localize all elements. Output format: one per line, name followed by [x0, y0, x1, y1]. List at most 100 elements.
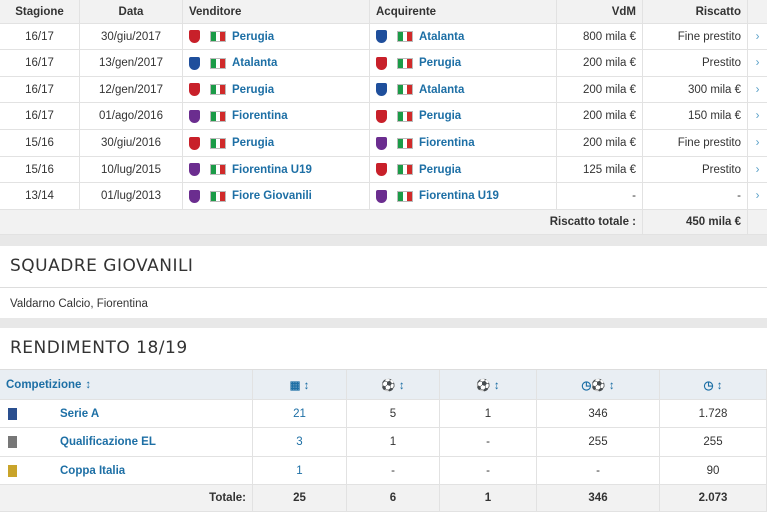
seller-name[interactable]: Atalanta — [232, 57, 278, 69]
seller-name[interactable]: Fiorentina U19 — [232, 163, 312, 176]
buyer-name[interactable]: Fiorentina — [419, 137, 475, 149]
total-cell: 2.073 — [660, 485, 767, 511]
total-cell: 1 — [440, 485, 537, 511]
club-crest — [376, 83, 387, 96]
detail-arrow[interactable]: › — [755, 137, 760, 149]
flag-stripe — [215, 191, 221, 201]
detail-arrow[interactable]: › — [755, 110, 760, 122]
seller-cell: Fiorentina — [183, 103, 370, 129]
flag-icon — [210, 190, 226, 202]
competition-name[interactable]: Qualificazione EL — [60, 436, 156, 448]
performance-header: Competizione ↕ ▦ ↕ ⚽ ↕ ⚽ ↕ ◷⚽ ↕ ◷ ↕ — [0, 370, 767, 400]
club-crest — [376, 163, 387, 176]
buyer-name[interactable]: Atalanta — [419, 30, 465, 43]
stat-cell: 346 — [537, 400, 660, 427]
header-spacer — [748, 0, 767, 23]
buyout: - — [643, 183, 748, 209]
transfer-row: 16/17 12/gen/2017 Perugia Atalanta 200 mila … — [0, 77, 767, 103]
flag-stripe — [407, 111, 413, 121]
transfer-row: 15/16 10/lug/2015 Fiorentina U19 Perugia 125… — [0, 157, 767, 183]
market-value: 200 mila € — [557, 77, 643, 102]
stat-header[interactable]: ▦ ↕ — [253, 370, 347, 399]
flag-stripe — [407, 191, 413, 201]
seller-name[interactable]: Perugia — [232, 137, 275, 149]
seller-name[interactable]: Fiore Giovanili — [232, 190, 312, 202]
flag-icon — [210, 31, 226, 42]
buyout: Prestito — [643, 157, 748, 182]
competition-name[interactable]: Serie A — [60, 407, 100, 420]
flag-stripe — [398, 32, 403, 41]
transfer-row: 15/16 30/giu/2016 Perugia Fiorentina 200 mil… — [0, 130, 767, 157]
flag-stripe — [215, 32, 221, 41]
transfer-row: 13/14 01/lug/2013 Fiore Giovanili Fiorentin… — [0, 183, 767, 210]
flag-icon — [210, 84, 226, 95]
flag-stripe — [220, 32, 226, 41]
club-crest — [189, 189, 200, 203]
stat-header[interactable]: ⚽ ↕ — [347, 370, 440, 399]
stat-header[interactable]: ◷ ↕ — [660, 370, 767, 399]
seller-name[interactable]: Perugia — [232, 83, 275, 96]
column-header: Venditore — [183, 0, 370, 23]
date: 13/gen/2017 — [80, 50, 183, 76]
buyer-name[interactable]: Perugia — [419, 57, 462, 69]
detail-arrow[interactable]: › — [755, 30, 760, 43]
detail-arrow[interactable]: › — [755, 190, 760, 202]
competition-logo — [8, 464, 17, 477]
stat-header[interactable]: ⚽ ↕ — [440, 370, 537, 399]
detail-arrow[interactable]: › — [755, 163, 760, 176]
flag-stripe — [398, 138, 403, 148]
seller-name[interactable]: Fiorentina — [232, 110, 288, 122]
flag-stripe — [402, 191, 408, 201]
season: 15/16 — [0, 157, 80, 182]
competition-cell: Coppa Italia — [0, 457, 253, 484]
detail-arrow[interactable]: › — [755, 83, 760, 96]
buyer-name[interactable]: Atalanta — [419, 83, 465, 96]
flag-stripe — [211, 32, 216, 41]
club-crest — [376, 136, 387, 150]
stat-cell: 90 — [660, 457, 767, 484]
flag-icon — [397, 137, 413, 149]
flag-stripe — [220, 58, 226, 68]
market-value: - — [557, 183, 643, 209]
detail-arrow[interactable]: › — [755, 57, 760, 69]
season: 15/16 — [0, 130, 80, 156]
flag-stripe — [211, 58, 216, 68]
flag-stripe — [407, 165, 413, 174]
column-header: VdM — [557, 0, 643, 23]
stat-cell: 1.728 — [660, 400, 767, 427]
competition-name[interactable]: Coppa Italia — [60, 464, 126, 477]
competition-logo — [8, 407, 17, 420]
date: 01/lug/2013 — [80, 183, 183, 209]
club-crest — [376, 109, 387, 123]
flag-stripe — [402, 165, 408, 174]
flag-stripe — [211, 165, 216, 174]
sort-icon: ↕ — [85, 378, 92, 391]
flag-stripe — [398, 85, 403, 94]
flag-stripe — [407, 85, 413, 94]
buyout: 150 mila € — [643, 103, 748, 129]
seller-name[interactable]: Perugia — [232, 30, 275, 43]
buyer-cell: Atalanta — [370, 77, 557, 102]
flag-icon — [397, 190, 413, 202]
club-crest — [189, 163, 200, 176]
buyout: Fine prestito — [643, 24, 748, 49]
buyer-name[interactable]: Fiorentina U19 — [419, 190, 499, 202]
date: 30/giu/2016 — [80, 130, 183, 156]
date: 10/lug/2015 — [80, 157, 183, 182]
performance-row: Serie A 21 5 1 346 1.728 — [0, 400, 767, 428]
buyer-name[interactable]: Perugia — [419, 110, 462, 122]
buyout: Prestito — [643, 50, 748, 76]
transfer-total: Riscatto totale :450 mila € — [0, 210, 767, 235]
stat-header[interactable]: ◷⚽ ↕ — [537, 370, 660, 399]
buyer-name[interactable]: Perugia — [419, 163, 462, 176]
seller-cell: Fiore Giovanili — [183, 183, 370, 209]
competition-header-cell[interactable]: Competizione ↕ — [0, 370, 253, 399]
market-value: 200 mila € — [557, 50, 643, 76]
club-crest — [376, 30, 387, 43]
seller-cell: Perugia — [183, 24, 370, 49]
buyer-cell: Atalanta — [370, 24, 557, 49]
column-header: Stagione — [0, 0, 80, 23]
total-cell: 25 — [253, 485, 347, 511]
performance-title: RENDIMENTO 18/19 — [0, 328, 767, 370]
